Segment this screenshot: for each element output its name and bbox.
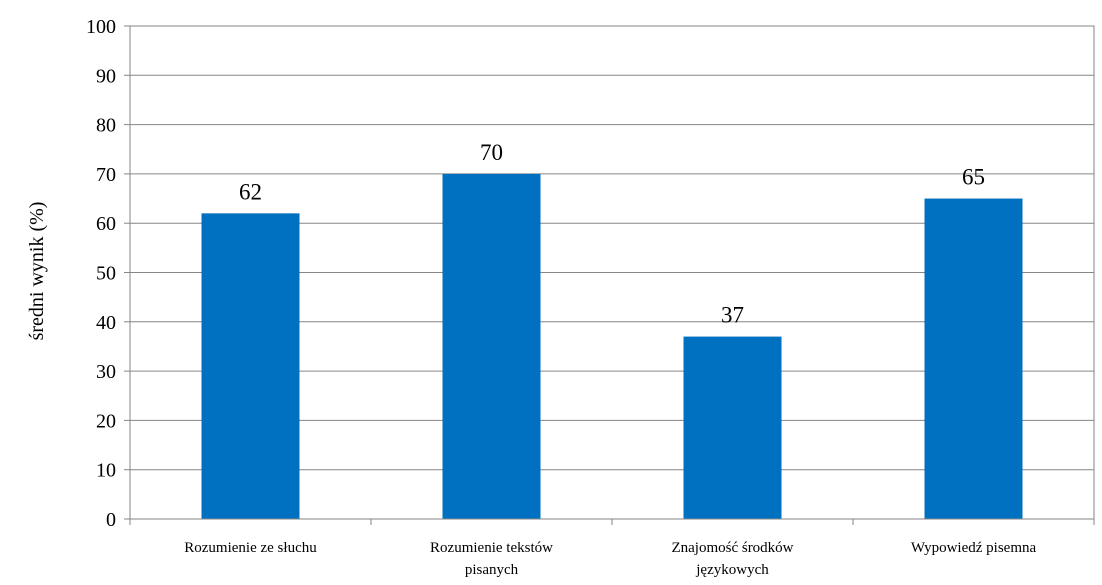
y-tick-label: 50 (96, 263, 116, 285)
y-tick-label: 60 (96, 213, 116, 235)
y-tick-label: 0 (106, 509, 116, 531)
x-category-label: Znajomość środków językowych (671, 540, 793, 578)
y-tick-label: 10 (96, 460, 116, 482)
data-label: 37 (721, 303, 744, 328)
data-label: 62 (239, 179, 262, 204)
x-category-label-line: Wypowiedź pisemna (911, 540, 1037, 556)
data-label: 70 (480, 140, 503, 165)
x-category-label-line: Rozumienie ze słuchu (184, 540, 317, 556)
x-category-label: Rozumienie ze słuchu (184, 540, 317, 556)
y-tick-label: 20 (96, 410, 116, 432)
x-category-label: Rozumienie tekstów pisanych (430, 540, 553, 578)
bar (201, 213, 300, 519)
x-category-label-line: Rozumienie tekstów (430, 540, 553, 556)
y-tick-label: 100 (86, 16, 116, 38)
axes (124, 25, 1095, 525)
y-axis-title: średni wynik (%) (26, 202, 48, 341)
bar (683, 336, 782, 519)
y-tick-label: 40 (96, 312, 116, 334)
x-category-label-line: językowych (695, 562, 769, 578)
y-tick-label: 80 (96, 115, 116, 137)
data-label: 65 (962, 165, 985, 190)
x-category-label: Wypowiedź pisemna (911, 540, 1037, 556)
labels: 0 10 20 30 40 50 60 70 80 90 100 62 Rozumienie ze sł… (86, 16, 1036, 578)
bar (924, 198, 1023, 520)
bar (442, 173, 541, 519)
bars (201, 173, 1023, 520)
y-tick-label: 70 (96, 164, 116, 186)
x-category-label-line: Znajomość środków (671, 540, 793, 556)
y-tick-label: 30 (96, 361, 116, 383)
y-tick-label: 90 (96, 65, 116, 87)
x-category-label-line: pisanych (465, 562, 519, 578)
